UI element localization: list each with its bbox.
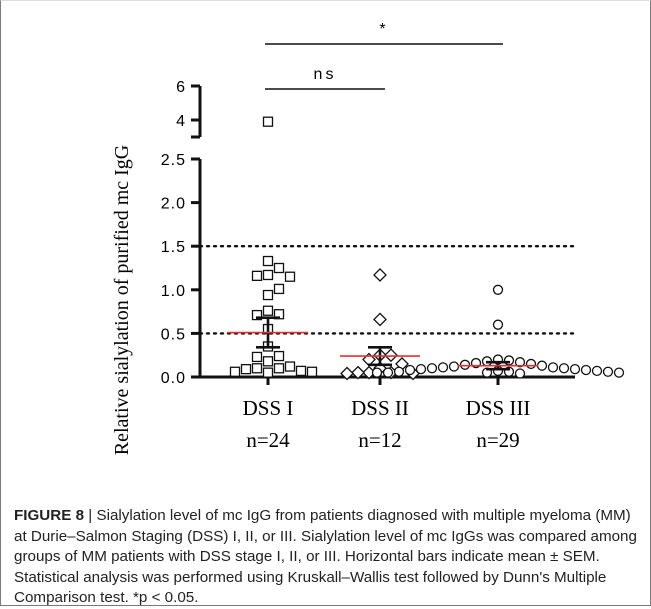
data-point-circle <box>393 366 405 377</box>
data-point-circle <box>514 357 526 368</box>
x-group-size-label: n=12 <box>358 428 401 452</box>
data-point-circle <box>492 319 504 330</box>
data-point-circle <box>613 367 625 378</box>
y-tick-label: 1.5 <box>161 239 186 256</box>
data-point-square <box>251 309 263 321</box>
data-point-square <box>229 366 241 377</box>
significance-brackets: ns * <box>265 21 503 90</box>
caption-text: Sialylation level of mc IgG from patient… <box>14 507 637 606</box>
data-point-circle <box>536 360 548 371</box>
data-point-diamond <box>384 348 398 363</box>
axes: 0.0 0.5 1.0 1.5 2.0 2.5 4 6 <box>161 79 575 387</box>
data-point-square <box>262 269 274 281</box>
data-point-square <box>262 305 274 316</box>
category-labels: DSS I n=24 DSS II n=12 DSS III n=29 <box>243 396 531 452</box>
x-category-label: DSS II <box>351 396 409 420</box>
scatter-chart: Relative sialylation of purified mc IgG … <box>111 21 625 455</box>
x-category-label: DSS III <box>466 396 531 420</box>
reference-lines <box>198 244 577 335</box>
data-point-circle <box>547 362 559 373</box>
caption-label: FIGURE 8 <box>14 507 85 524</box>
y-tick-label: 2.5 <box>161 152 186 169</box>
data-point-square <box>273 363 285 374</box>
data-point-square <box>240 364 252 375</box>
data-point-circle <box>492 284 504 295</box>
y-tick-label: 6 <box>176 79 186 96</box>
data-point-circle <box>558 363 570 374</box>
data-point-square <box>262 116 274 127</box>
data-point-square <box>306 366 318 377</box>
data-point-circle <box>580 364 592 376</box>
data-point-diamond <box>373 312 387 327</box>
y-tick-label: 1.0 <box>161 283 186 300</box>
figure-caption: FIGURE 8 | Sialylation level of mc IgG f… <box>14 506 639 609</box>
data-point-square <box>295 365 307 377</box>
x-category-label: DSS I <box>243 396 294 420</box>
data-point-circle <box>514 368 526 379</box>
data-point-circle <box>415 364 427 375</box>
x-group-size-label: n=29 <box>476 428 519 452</box>
data-point-circle <box>371 367 383 378</box>
data-point-circle <box>426 363 438 374</box>
data-point-circle <box>404 364 416 376</box>
data-point-circle <box>602 366 614 377</box>
y-tick-label: 0.5 <box>161 326 186 343</box>
y-tick-label: 2.0 <box>161 196 186 213</box>
data-point-circle <box>525 358 537 370</box>
caption-separator: | <box>84 507 97 524</box>
data-points <box>229 116 625 381</box>
data-point-square <box>262 367 274 378</box>
x-group-size-label: n=24 <box>246 428 290 452</box>
data-point-square <box>251 363 263 374</box>
y-tick-label: 4 <box>176 113 186 130</box>
data-point-square <box>284 271 296 282</box>
data-point-square <box>262 255 274 267</box>
data-point-square <box>251 351 263 363</box>
data-point-square <box>273 262 285 274</box>
data-point-circle <box>569 364 581 375</box>
data-point-circle <box>503 355 515 366</box>
significance-label: ns <box>314 66 337 83</box>
data-point-square <box>262 356 274 367</box>
data-point-circle <box>382 367 394 378</box>
data-point-square <box>284 361 296 372</box>
data-point-square <box>251 270 263 281</box>
data-point-circle <box>437 362 449 373</box>
data-point-square <box>262 289 274 301</box>
data-point-diamond <box>340 366 354 381</box>
y-tick-label: 0.0 <box>161 370 186 387</box>
data-point-circle <box>448 361 460 372</box>
data-point-square <box>273 350 285 362</box>
data-point-circle <box>459 359 471 370</box>
mean-sem-bars <box>228 316 538 371</box>
data-point-diamond <box>373 268 387 282</box>
significance-label: * <box>379 21 388 38</box>
y-axis-title: Relative sialylation of purified mc IgG <box>111 145 133 455</box>
data-point-square <box>273 283 285 295</box>
data-point-diamond <box>351 365 365 380</box>
data-point-circle <box>591 365 603 377</box>
